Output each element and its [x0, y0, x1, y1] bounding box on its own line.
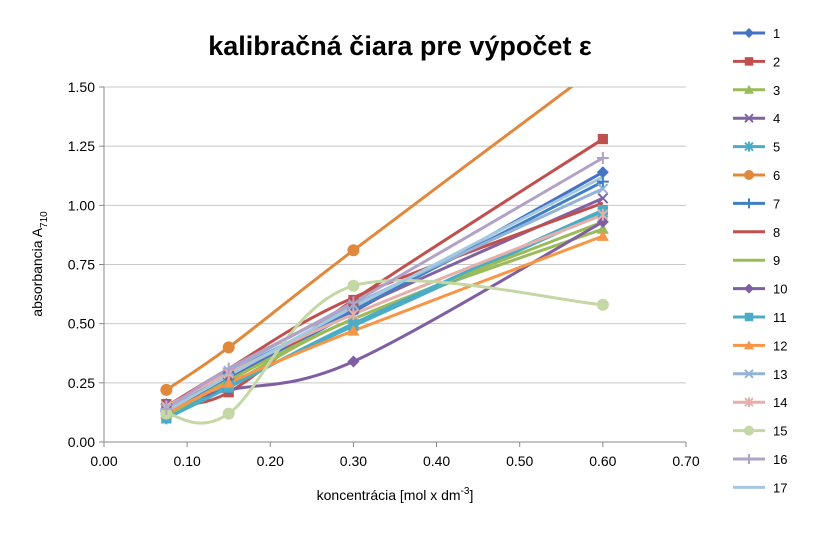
legend-label-11: 11 — [773, 310, 787, 325]
series-line-16 — [165, 156, 604, 411]
data-point-12-1 — [222, 376, 235, 388]
legend-marker-5 — [744, 141, 754, 152]
data-point-11-2 — [348, 318, 359, 329]
legend-label-7: 7 — [773, 196, 780, 211]
x-tick-label: 0.30 — [340, 453, 367, 469]
legend-label-2: 2 — [773, 54, 780, 69]
series-lines — [165, 87, 604, 425]
data-point-16-2 — [347, 296, 360, 309]
data-point-6-0 — [160, 383, 173, 396]
series-line-2 — [166, 137, 604, 406]
x-axis-label: koncentrácia [mol x dm-3] — [317, 486, 474, 503]
legend-marker-3 — [744, 84, 754, 94]
y-tick-label: 1.50 — [68, 79, 95, 95]
legend-marker-10 — [744, 283, 754, 294]
data-point-12-2 — [347, 324, 360, 336]
series-line-10 — [166, 220, 604, 406]
legend-marker-11 — [744, 312, 754, 322]
x-tick-labels: 0.00 0.10 0.20 0.30 0.40 0.50 0.60 0.70 — [90, 453, 699, 469]
legend-marker-13 — [744, 369, 754, 379]
data-point-3-3 — [596, 223, 609, 234]
series-line-14 — [165, 213, 604, 408]
data-point-15-3 — [596, 298, 609, 311]
y-tick-label: 0.00 — [68, 434, 95, 450]
data-point-13-3 — [597, 183, 609, 195]
data-point-14-2 — [347, 308, 359, 321]
series-line-15 — [166, 279, 603, 425]
legend-label-16: 16 — [773, 452, 787, 467]
legend-marker-1 — [744, 28, 754, 38]
series-line-12 — [165, 234, 604, 415]
legend-marker-6 — [744, 170, 754, 180]
axes — [99, 86, 687, 447]
legend-label-1: 1 — [773, 26, 780, 41]
legend-label-14: 14 — [773, 395, 787, 410]
legend-marker-15 — [744, 425, 754, 436]
legend-label-10: 10 — [773, 282, 787, 297]
data-point-16-3 — [596, 152, 609, 164]
x-tick-label: 0.20 — [257, 453, 284, 469]
data-point-16-0 — [160, 402, 173, 415]
y-tick-label: 1.25 — [68, 138, 95, 154]
y-tick-label: 0.25 — [68, 375, 95, 391]
y-tick-label: 0.75 — [68, 257, 95, 273]
legend-marker-14 — [744, 397, 754, 408]
series-line-17 — [165, 175, 604, 413]
series-line-5 — [165, 211, 604, 420]
data-point-10-2 — [347, 355, 360, 368]
data-point-7-3 — [596, 175, 609, 188]
legend-label-13: 13 — [773, 367, 787, 382]
data-point-2-3 — [597, 133, 608, 145]
legend-label-6: 6 — [773, 168, 780, 183]
data-point-16-1 — [222, 362, 235, 375]
legend-label-3: 3 — [773, 83, 780, 98]
legend-label-15: 15 — [773, 424, 787, 439]
grid-lines — [104, 86, 686, 384]
data-point-15-1 — [222, 407, 235, 420]
chart-title: kalibračná čiara pre výpočet ε — [208, 31, 592, 61]
y-tick-label: 0.50 — [68, 316, 95, 332]
x-tick-label: 0.60 — [589, 453, 616, 469]
legend-marker-12 — [744, 340, 754, 350]
y-tick-labels: 0.00 0.25 0.50 0.75 1.00 1.25 1.50 — [68, 79, 95, 450]
series-markers — [160, 133, 609, 425]
legend-label-12: 12 — [773, 338, 787, 353]
data-point-1-3 — [596, 166, 609, 179]
legend-marker-16 — [744, 454, 754, 464]
legend-label-5: 5 — [773, 140, 780, 155]
legend-marker-2 — [744, 57, 754, 66]
data-point-4-3 — [597, 192, 609, 204]
data-point-14-3 — [597, 208, 609, 221]
legend-marker-7 — [744, 198, 754, 209]
data-point-15-2 — [347, 279, 360, 292]
data-point-6-2 — [347, 244, 360, 257]
y-tick-label: 1.00 — [68, 197, 95, 213]
data-point-6-1 — [222, 341, 235, 354]
x-tick-label: 0.10 — [174, 453, 201, 469]
legend-label-9: 9 — [773, 253, 780, 268]
x-tick-label: 0.70 — [672, 453, 699, 469]
legend-label-8: 8 — [773, 225, 780, 240]
legend-marker-4 — [744, 113, 754, 123]
legend-label-17: 17 — [773, 480, 787, 495]
data-point-12-3 — [596, 230, 609, 241]
x-tick-label: 0.50 — [506, 453, 533, 469]
y-axis-label: absorbancia A710 — [29, 211, 50, 317]
x-tick-label: 0.00 — [90, 453, 117, 469]
x-tick-label: 0.40 — [423, 453, 450, 469]
series-line-6 — [165, 87, 574, 392]
legend-label-4: 4 — [773, 111, 780, 126]
